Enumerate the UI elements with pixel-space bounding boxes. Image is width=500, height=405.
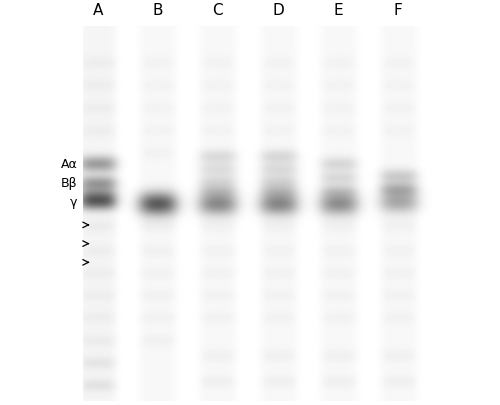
Text: C: C: [212, 3, 223, 18]
Text: Bβ: Bβ: [61, 177, 78, 190]
Text: D: D: [272, 3, 284, 18]
Text: B: B: [152, 3, 163, 18]
Text: A: A: [93, 3, 103, 18]
Text: γ: γ: [70, 196, 78, 209]
Text: Aα: Aα: [61, 158, 78, 171]
Text: F: F: [394, 3, 402, 18]
Text: E: E: [334, 3, 343, 18]
